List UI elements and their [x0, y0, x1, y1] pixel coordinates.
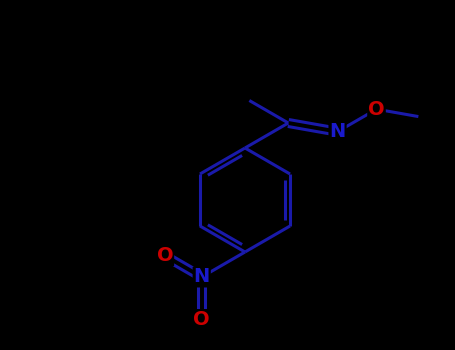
- Text: O: O: [157, 246, 173, 265]
- Text: N: N: [193, 267, 210, 287]
- Text: O: O: [368, 100, 385, 119]
- Text: O: O: [193, 310, 210, 329]
- Text: N: N: [329, 122, 346, 141]
